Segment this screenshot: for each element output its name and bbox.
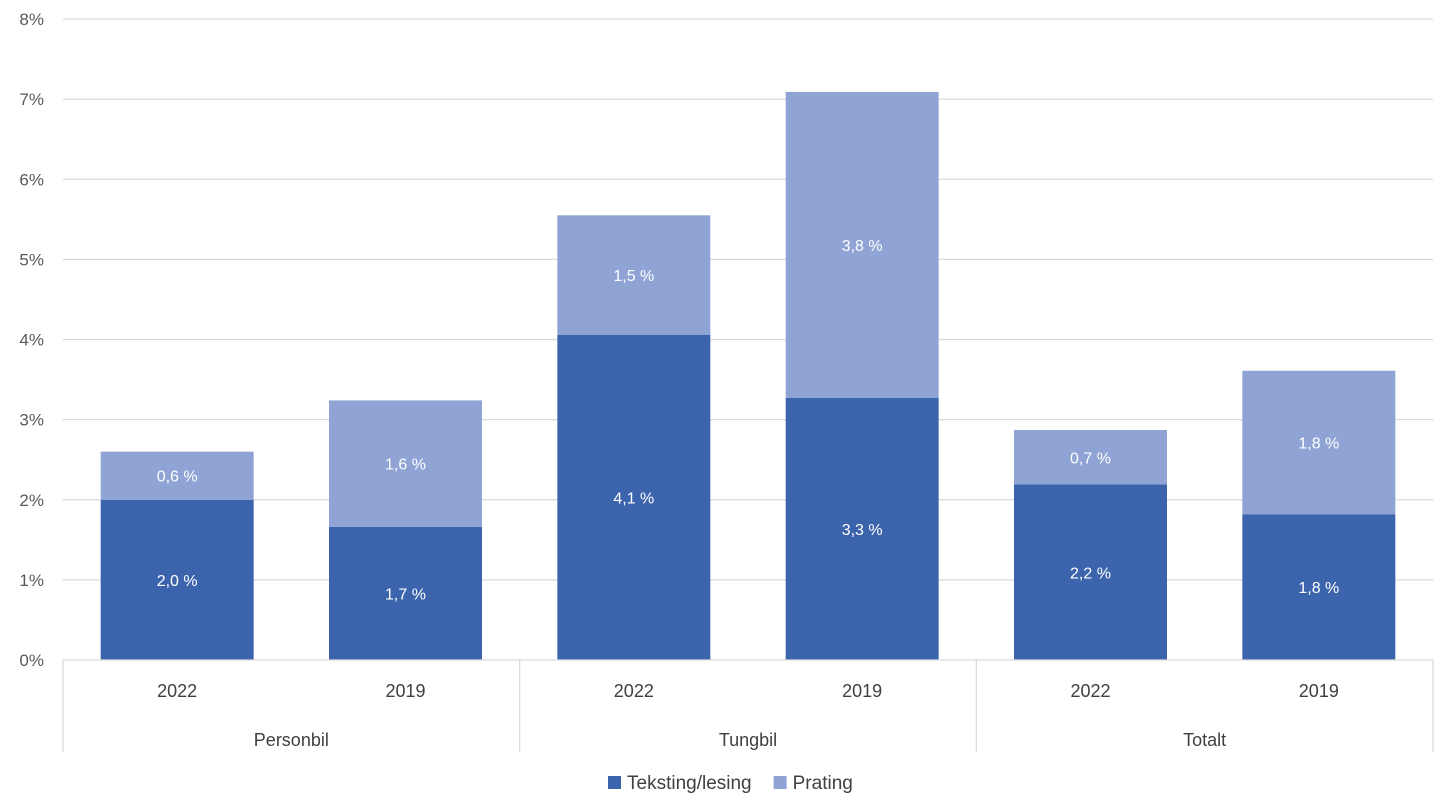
legend-label: Prating — [793, 773, 853, 794]
data-label: 4,1 % — [613, 490, 654, 507]
bar-segment-prating — [329, 400, 482, 527]
x-group-label: Personbil — [254, 730, 329, 750]
bars — [100, 91, 1396, 660]
x-tick-label: 2019 — [842, 681, 882, 701]
bar-segment-prating — [1242, 370, 1396, 515]
bar-segment-prating — [557, 215, 711, 335]
data-label: 1,8 % — [1298, 580, 1339, 597]
data-labels: 2,0 % 0,6 % 1,7 % 1,6 % 4,1 % 1,5 % 3,3 % 3,8 %… — [157, 238, 1340, 604]
x-tick-label: 2022 — [1070, 681, 1110, 701]
data-label: 1,8 % — [1298, 435, 1339, 452]
x-tick-label: 2022 — [614, 681, 654, 701]
legend-swatch — [773, 776, 787, 789]
bar-segment-prating — [1014, 430, 1167, 485]
data-label: 3,8 % — [842, 238, 883, 255]
legend-swatch — [608, 776, 621, 789]
data-label: 1,5 % — [613, 268, 654, 285]
data-label: 1,7 % — [385, 586, 426, 603]
y-tick-label: 5% — [19, 250, 44, 269]
y-tick-label: 6% — [19, 170, 44, 189]
bar-segment-teksting-lesing — [100, 499, 254, 660]
x-axis: 2022 2019 2022 2019 2022 2019 Personbil Tungbil… — [62, 659, 1434, 752]
data-label: 2,2 % — [1070, 565, 1111, 582]
x-group-label: Tungbil — [719, 730, 777, 750]
data-label: 2,0 % — [157, 573, 198, 590]
y-axis-ticks: 0% 1% 2% 3% 4% 5% 6% 7% 8% — [19, 10, 44, 670]
data-label: 0,6 % — [157, 469, 198, 486]
bar-segment-prating — [100, 451, 254, 500]
bar-segment-teksting-lesing — [1014, 484, 1167, 660]
bar-segment-teksting-lesing — [1242, 514, 1396, 660]
data-label: 3,3 % — [842, 522, 883, 539]
data-label: 1,6 % — [385, 457, 426, 474]
x-tick-label: 2022 — [157, 681, 197, 701]
y-tick-label: 1% — [19, 571, 44, 590]
legend: Teksting/lesing Prating — [608, 773, 853, 794]
y-tick-label: 4% — [19, 331, 44, 350]
bar-segment-teksting-lesing — [785, 397, 939, 660]
bar-segment-prating — [785, 91, 939, 398]
y-tick-label: 2% — [19, 491, 44, 510]
bar-segment-teksting-lesing — [557, 334, 711, 660]
data-label: 0,7 % — [1070, 450, 1111, 467]
x-tick-label: 2019 — [385, 681, 425, 701]
y-tick-label: 3% — [19, 411, 44, 430]
legend-label: Teksting/lesing — [627, 773, 752, 794]
x-tick-label: 2019 — [1299, 681, 1339, 701]
y-tick-label: 0% — [19, 651, 44, 670]
x-group-label: Totalt — [1183, 730, 1226, 750]
gridlines — [63, 18, 1433, 581]
y-tick-label: 8% — [19, 10, 44, 29]
bar-segment-teksting-lesing — [329, 526, 482, 660]
y-tick-label: 7% — [19, 90, 44, 109]
